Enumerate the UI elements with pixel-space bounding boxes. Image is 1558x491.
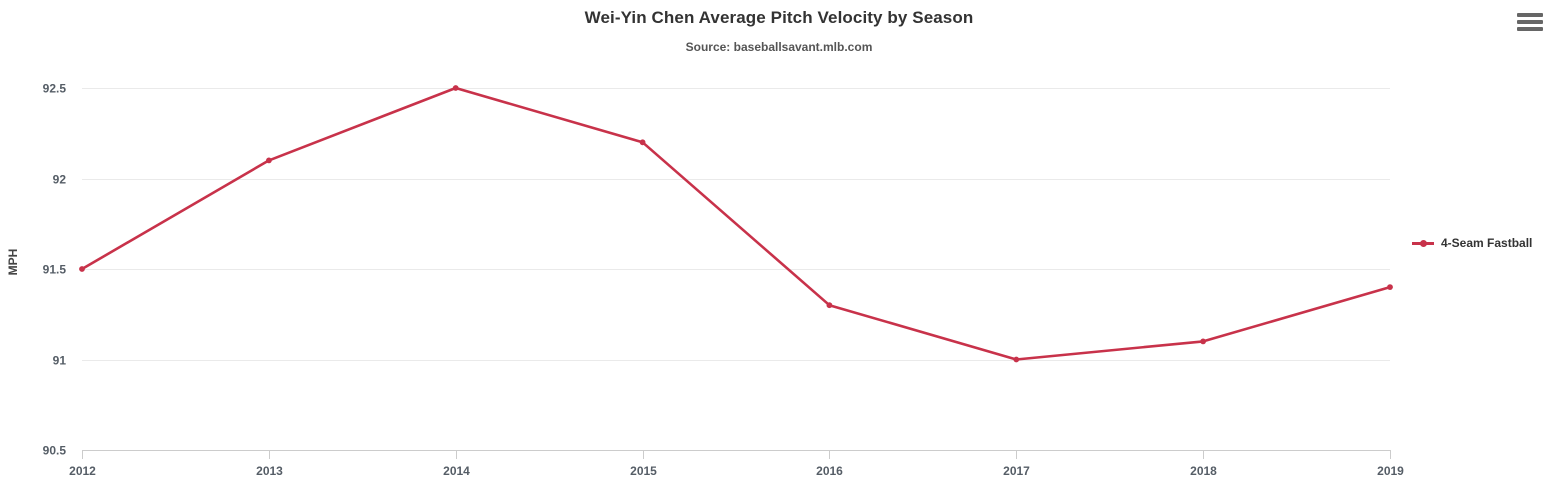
x-axis-tick-label: 2016 (816, 464, 843, 478)
data-point[interactable] (826, 302, 833, 309)
y-axis-tick-labels: 90.5 91 91.5 92 92.5 (43, 82, 67, 458)
legend-item-label: 4-Seam Fastball (1441, 236, 1533, 250)
data-series (79, 85, 1393, 363)
y-axis-tick-label: 92 (53, 173, 67, 187)
data-point[interactable] (639, 139, 646, 146)
menu-bar-1 (1517, 13, 1543, 17)
x-axis-tick-label: 2017 (1003, 464, 1030, 478)
gridlines (82, 88, 1390, 451)
chart-subtitle: Source: baseballsavant.mlb.com (685, 40, 873, 54)
menu-bar-3 (1517, 27, 1543, 31)
y-axis-tick-label: 90.5 (43, 444, 67, 458)
data-point[interactable] (79, 266, 85, 272)
y-axis-tick-label: 92.5 (43, 82, 67, 96)
chart-title: Wei-Yin Chen Average Pitch Velocity by S… (584, 8, 974, 27)
menu-bar-2 (1517, 20, 1543, 24)
y-axis-tick-label: 91.5 (43, 263, 67, 277)
x-axis-tick-label: 2012 (69, 464, 96, 478)
x-axis-tick-label: 2015 (630, 464, 657, 478)
x-axis-ticks (82, 450, 1391, 459)
series-line[interactable] (80, 86, 1392, 361)
x-axis-tick-label: 2014 (443, 464, 470, 478)
data-point[interactable] (1200, 338, 1206, 345)
legend-marker-4-seam-fastball (1412, 238, 1434, 248)
data-point[interactable] (1013, 356, 1020, 363)
x-axis-tick-label: 2019 (1377, 464, 1404, 478)
data-point[interactable] (266, 157, 272, 164)
x-axis-tick-labels: 2012 2013 2014 2015 2016 2017 2018 2019 (69, 464, 1404, 478)
x-axis-tick-label: 2018 (1190, 464, 1217, 478)
legend[interactable]: 4-Seam Fastball (1412, 236, 1532, 250)
y-axis-tick-label: 91 (53, 354, 67, 368)
data-point[interactable] (452, 85, 459, 91)
data-point[interactable] (1387, 284, 1393, 290)
hamburger-menu-icon[interactable] (1517, 11, 1543, 33)
y-axis-title: MPH (6, 249, 20, 276)
x-axis-tick-label: 2013 (256, 464, 283, 478)
